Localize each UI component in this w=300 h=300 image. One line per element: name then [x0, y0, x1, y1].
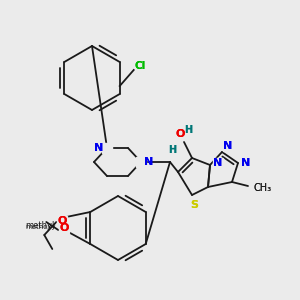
Text: N: N [94, 143, 103, 153]
Bar [184, 126, 192, 134]
Text: S: S [190, 200, 198, 210]
Text: O: O [60, 223, 69, 233]
Text: H: H [168, 145, 176, 155]
Bar [168, 146, 176, 154]
Text: O: O [175, 129, 185, 139]
Text: CH₃: CH₃ [254, 183, 272, 193]
Text: S: S [190, 200, 198, 210]
Bar [241, 158, 251, 168]
Text: H: H [184, 125, 192, 135]
Text: N: N [144, 157, 154, 167]
Bar [102, 143, 112, 153]
Text: O: O [175, 129, 185, 139]
Text: O: O [58, 216, 67, 226]
Text: N: N [242, 158, 250, 168]
Text: N: N [144, 157, 154, 167]
Text: N: N [213, 158, 223, 168]
Bar [213, 158, 223, 168]
Text: H: H [168, 145, 176, 155]
Text: methoxy: methoxy [25, 224, 56, 230]
Bar [59, 223, 69, 233]
Text: N: N [242, 158, 250, 168]
Bar [223, 141, 233, 151]
Text: N: N [213, 158, 223, 168]
Bar [175, 129, 185, 139]
Text: Cl: Cl [135, 61, 146, 71]
Text: N: N [224, 141, 232, 151]
Text: methyl: methyl [26, 221, 55, 230]
Text: H: H [184, 125, 192, 135]
Text: CH₃: CH₃ [254, 183, 272, 193]
Bar [189, 200, 199, 210]
Text: O: O [58, 216, 67, 226]
Text: O: O [60, 223, 69, 233]
Text: Cl: Cl [135, 61, 146, 71]
Bar [136, 157, 146, 167]
Text: N: N [94, 143, 103, 153]
Bar [57, 216, 67, 226]
Text: N: N [224, 141, 232, 151]
